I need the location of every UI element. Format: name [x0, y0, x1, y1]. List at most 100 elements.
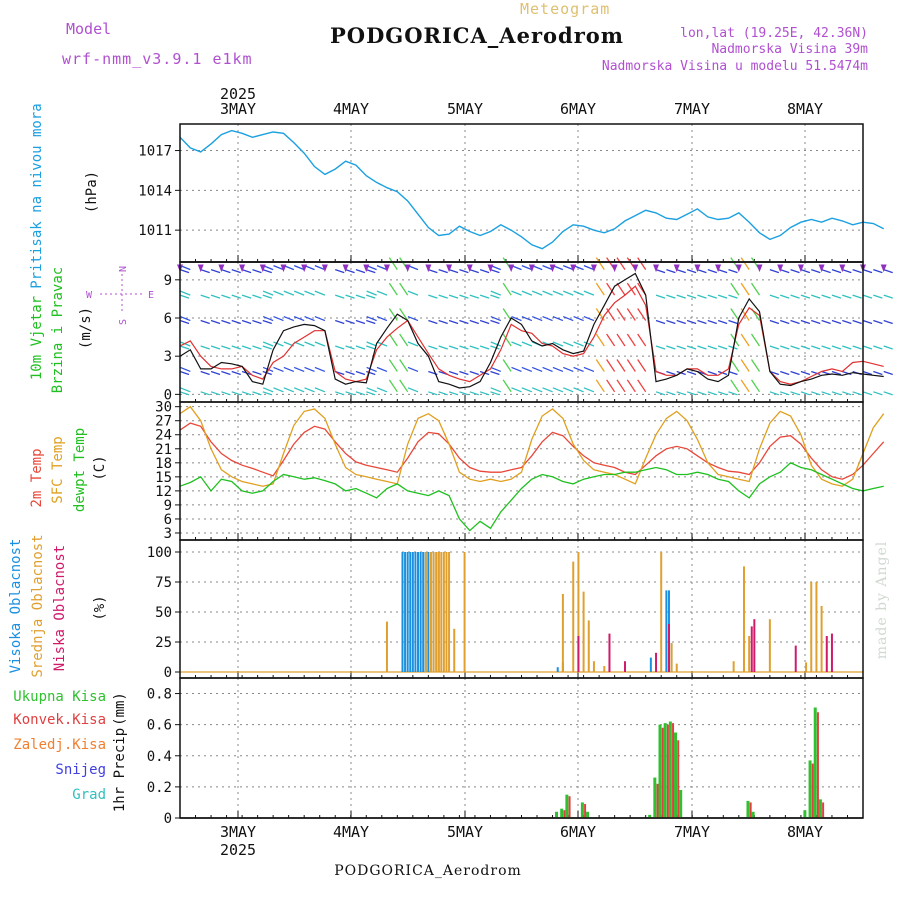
wind-marker [446, 264, 453, 273]
wind-arrow [750, 333, 761, 347]
wind-arrow [262, 315, 274, 322]
y-tick-label: 0 [164, 665, 172, 681]
wind-arrow [407, 387, 419, 393]
wind-arrow [800, 391, 811, 396]
wind-unit: (m/s) [78, 307, 94, 349]
wind-arrow [730, 379, 740, 393]
wind-arrow [399, 282, 409, 296]
wind-arrow [800, 345, 811, 350]
panel-1: 0 3 6 9 [164, 257, 893, 403]
wind-arrow [686, 319, 697, 325]
panel-4: 0 0.2 0.4 0.6 0.8 [147, 678, 863, 827]
wind-arrow [490, 269, 500, 274]
panel-3: 0 25 50 75 100 [147, 540, 863, 681]
wind-arrow [293, 290, 305, 296]
wind-arrow [355, 294, 366, 299]
wind-arrow [345, 345, 355, 350]
wind-arrow [262, 269, 272, 274]
y-tick-label: 75 [155, 575, 172, 591]
wind-marker [611, 264, 618, 273]
wind-arrow [521, 387, 533, 393]
wind-arrow [842, 319, 852, 325]
wind-arrow [355, 269, 366, 274]
meteogram-title: Meteogram [520, 0, 610, 18]
wind-arrow [842, 269, 852, 274]
wind-arrow [666, 370, 676, 376]
wind-arrow [697, 391, 707, 396]
wind-arrow [407, 341, 419, 347]
wind-arrow [583, 366, 595, 373]
legend-frozen-rain: Zaledj.Kisa [13, 737, 106, 753]
wind-arrow [769, 319, 780, 325]
wind-arrow [376, 290, 388, 296]
wind-arrow [862, 391, 873, 396]
top-day-label: 4MAY [333, 100, 369, 118]
wind-arrow [852, 391, 862, 396]
wind-arrow [388, 257, 398, 270]
model-label: Model [66, 20, 111, 38]
wind-arrow [314, 387, 326, 393]
wind-arrow [428, 391, 438, 396]
wind-arrow [811, 269, 821, 274]
y-tick-label: 18 [155, 456, 172, 472]
wind-arrow [616, 308, 626, 321]
wind-arrow [388, 379, 398, 393]
wind-arrow [626, 333, 636, 347]
y-tick-label: 100 [147, 545, 172, 561]
wind-arrow [637, 333, 647, 347]
wind-arrow [221, 269, 231, 274]
wind-arrow [769, 269, 780, 274]
wind-arrow [883, 319, 893, 325]
wind-arrow [583, 315, 595, 322]
wind-arrow [200, 370, 210, 376]
model-name: wrf-nmm_v3.9.1 e1km [62, 50, 253, 68]
wind-arrow [811, 319, 821, 325]
wind-arrow [283, 387, 295, 393]
temp2m-line [179, 422, 885, 480]
wind-arrow [873, 319, 883, 325]
wind-arrow [179, 269, 190, 274]
wind-arrow [717, 319, 728, 325]
wind-arrow [221, 391, 231, 396]
wind-arrow [697, 319, 707, 325]
wind-arrow [469, 345, 479, 350]
wind-arrow [583, 387, 595, 393]
wind-arrow [563, 366, 574, 373]
wind-arrow [252, 391, 262, 396]
bottom-day-labels: 3MAY 4MAY 5MAY 6MAY 7MAY 8MAY [220, 823, 823, 841]
wind-marker [466, 264, 473, 273]
wind-arrow [873, 269, 883, 274]
wind-arrow [531, 315, 543, 322]
panels: 1011101410170369369121518212427300255075… [138, 123, 893, 827]
wind-arrow [531, 366, 543, 373]
wind-marker [197, 264, 204, 273]
wind-marker [280, 264, 287, 273]
wind-arrow [502, 379, 512, 393]
wind-arrow [252, 319, 262, 325]
wind-arrow [790, 391, 800, 396]
wind-arrow [563, 315, 574, 322]
wind-arrow [438, 269, 448, 274]
wind-arrow [686, 269, 697, 274]
wind-arrow [542, 315, 553, 322]
wind-arrow [262, 345, 272, 350]
wind-arrow [262, 319, 272, 325]
wind-arrow [355, 345, 366, 350]
wind-arrow [283, 315, 295, 322]
credit-label: made by Angel [874, 541, 890, 660]
wind-arrow [490, 366, 502, 373]
wind-arrow [717, 391, 728, 396]
wind-arrow [210, 294, 221, 299]
wind-arrow [241, 319, 252, 325]
wind-arrow [459, 391, 469, 396]
wind-arrow [811, 345, 821, 350]
wind-arrow [448, 294, 459, 299]
wind-arrow [231, 370, 241, 376]
temp-unit: (C) [92, 455, 108, 480]
wind-marker [218, 264, 225, 273]
wind-arrow [666, 319, 676, 325]
wind-arrow [231, 294, 241, 299]
wind-arrow [179, 391, 190, 396]
wind-arrow [552, 315, 564, 322]
